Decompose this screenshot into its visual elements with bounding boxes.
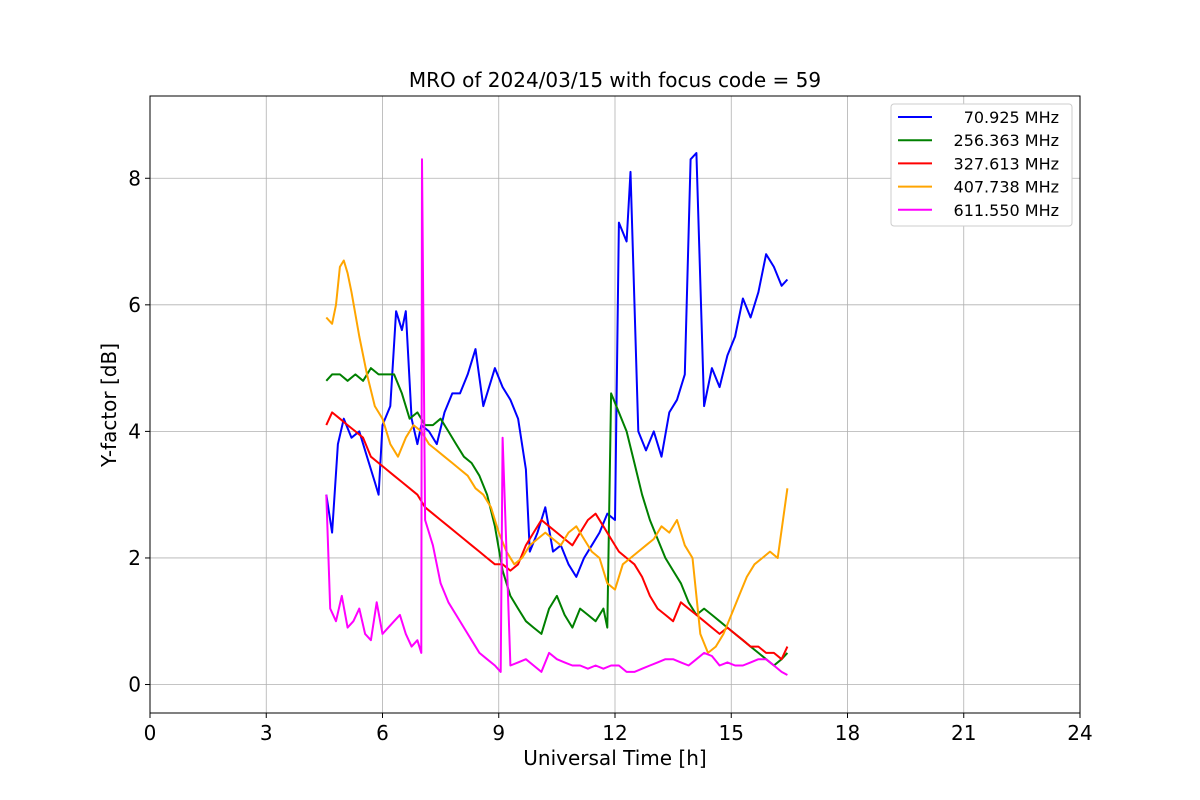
x-tick-label: 18 [835,721,860,745]
x-tick-label: 15 [719,721,744,745]
series-line-1 [325,367,789,667]
legend-box [890,103,1073,227]
x-axis-label: Universal Time [h] [523,746,706,770]
legend-label: 407.738 MHz [954,178,1059,197]
x-tick-label: 3 [260,721,273,745]
legend: 70.925 MHz 256.363 MHz 327.613 MHz 407.738 … [890,103,1073,227]
x-tick-label: 0 [144,721,157,745]
y-tick-label: 8 [128,166,141,190]
y-tick-label: 2 [128,546,141,570]
x-tick-label: 6 [376,721,389,745]
chart-title: MRO of 2024/03/15 with focus code = 59 [409,68,821,92]
legend-label: 70.925 MHz [964,108,1059,127]
y-tick-label: 6 [128,293,141,317]
y-tick-label: 0 [128,673,141,697]
y-ticks: 0 2 4 6 8 [128,166,150,697]
series-line-4 [325,158,788,676]
y-axis-label: Y-factor [dB] [97,343,121,468]
y-tick-label: 4 [128,419,141,443]
legend-label: 327.613 MHz [954,154,1059,173]
series-line-3 [325,259,789,654]
x-tick-label: 21 [951,721,976,745]
series-line-0 [325,152,789,578]
legend-label: 611.550 MHz [954,201,1059,220]
legend-label: 256.363 MHz [954,131,1059,150]
x-ticks: 0 3 6 9 12 15 18 21 24 [144,713,1093,745]
series-line-2 [325,411,789,661]
x-tick-label: 12 [602,721,627,745]
series-layer [325,152,789,676]
x-tick-label: 24 [1067,721,1092,745]
x-tick-label: 9 [492,721,505,745]
